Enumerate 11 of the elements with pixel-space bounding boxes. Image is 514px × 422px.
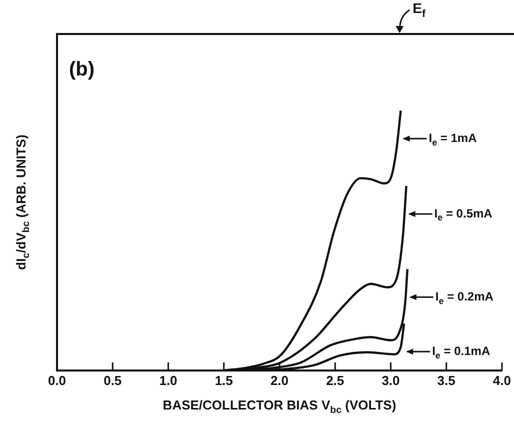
x-tick-label: 1.5: [214, 372, 233, 388]
x-tick-label: 2.5: [326, 372, 344, 388]
x-tick-label: 0.5: [104, 372, 122, 388]
y-axis-title: dIc/dVbc (ARB. UNITS): [14, 134, 32, 270]
x-tick-label: 2.0: [270, 372, 289, 388]
x-tick-label: 3.5: [437, 372, 456, 388]
text: (b): [69, 58, 95, 81]
x-tick-label: 3.0: [382, 372, 400, 388]
x-tick-label: 0.0: [48, 372, 66, 388]
x-tick-label: 4.0: [492, 372, 512, 388]
x-tick-label: 1.0: [159, 372, 178, 388]
